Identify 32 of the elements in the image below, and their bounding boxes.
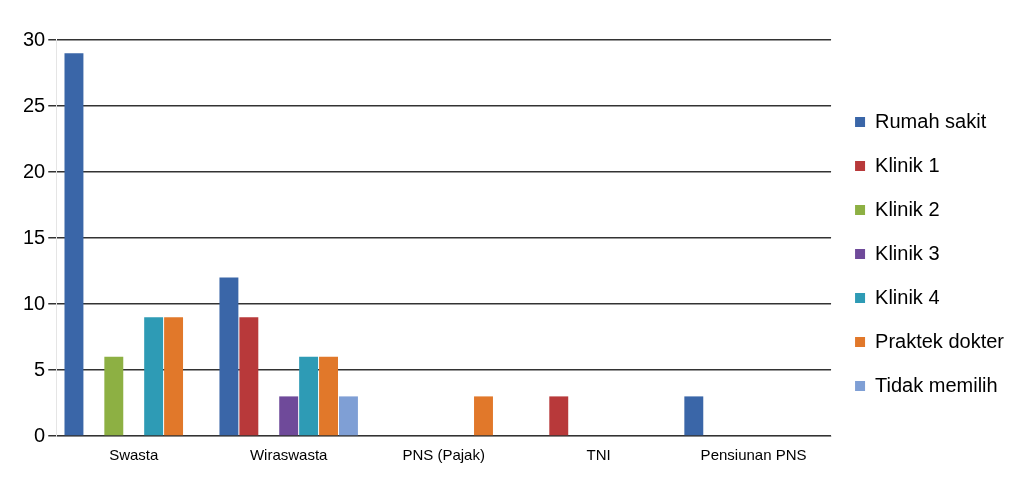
bar xyxy=(64,53,84,436)
bar xyxy=(279,396,299,436)
y-tick-label: 10 xyxy=(23,291,46,314)
y-tick-label: 25 xyxy=(23,93,46,116)
y-tick-label: 30 xyxy=(23,27,46,50)
x-tick-label: Swasta xyxy=(109,446,159,464)
legend-label: Praktek dokter xyxy=(875,329,1005,352)
bar xyxy=(474,396,493,436)
bar xyxy=(144,317,164,436)
bar xyxy=(299,356,319,436)
legend-label: Klinik 3 xyxy=(875,241,940,264)
x-tick-label: TNI xyxy=(586,446,611,464)
y-tick-label: 15 xyxy=(23,225,46,248)
bar xyxy=(164,317,184,436)
x-tick-label: Pensiunan PNS xyxy=(700,446,807,464)
bar xyxy=(239,317,259,436)
bar xyxy=(684,396,704,436)
bar xyxy=(104,356,124,436)
bar xyxy=(319,356,338,436)
y-tick-label: 20 xyxy=(23,159,46,182)
legend-label: Rumah sakit xyxy=(875,109,987,132)
x-tick-label: Wiraswasta xyxy=(249,446,329,464)
legend-label: Klinik 4 xyxy=(875,285,940,308)
y-tick-label: 0 xyxy=(34,423,46,446)
bar xyxy=(219,277,239,436)
y-tick-label: 5 xyxy=(34,357,46,380)
legend-label: Klinik 2 xyxy=(875,197,940,220)
bar xyxy=(339,396,358,436)
legend-label: Klinik 1 xyxy=(875,153,940,176)
legend-label: Tidak memilih xyxy=(875,373,998,396)
x-tick-label: PNS (Pajak) xyxy=(402,446,485,464)
bar xyxy=(549,396,569,436)
